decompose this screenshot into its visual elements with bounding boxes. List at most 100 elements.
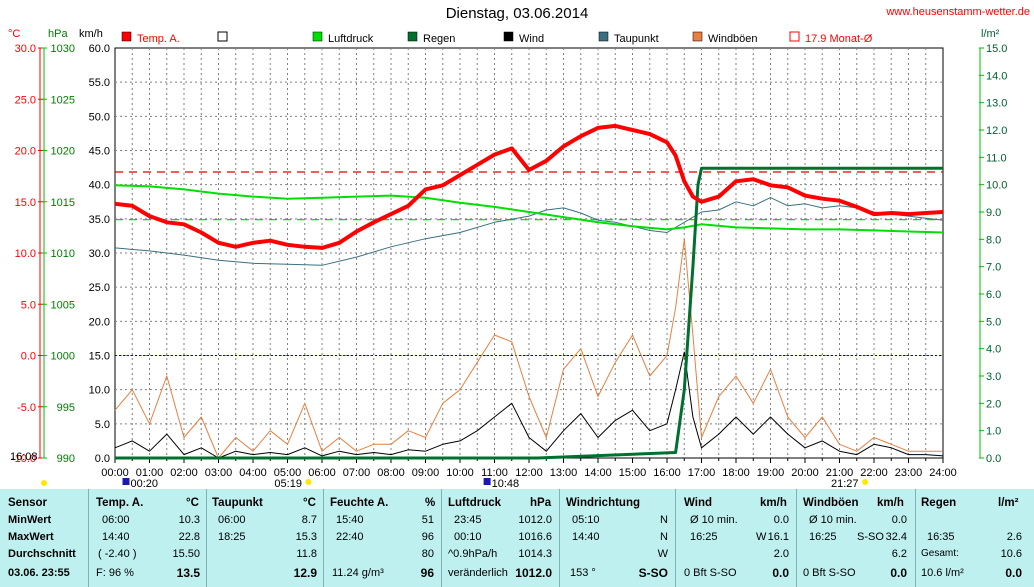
- temp-axis-unit: °C: [8, 28, 20, 40]
- rain-tick-label: 10.0: [986, 180, 1007, 192]
- wind-axis-unit: km/h: [79, 28, 103, 40]
- sensor-timestamp: 03.06. 23:55: [8, 567, 70, 579]
- pressure-axis-unit: hPa: [48, 28, 68, 40]
- gust-avg10-value: 0.0: [891, 514, 907, 526]
- series-luftdruck: [114, 184, 944, 234]
- moon-icon: [483, 478, 491, 485]
- legend-swatch: [789, 31, 800, 42]
- wind-tick-label: 20.0: [89, 316, 110, 328]
- rain-max-value: 2.6: [1006, 531, 1022, 543]
- x-tick-label: 17:00: [688, 467, 716, 479]
- temp-header: Temp. A.: [96, 497, 144, 509]
- series-temp-a-: [114, 123, 944, 250]
- start-time-label: 16:08: [10, 451, 38, 463]
- winddir-avg-value: W: [657, 548, 668, 560]
- x-tick-label: 23:00: [895, 467, 923, 479]
- gust-header: Windböen: [803, 497, 859, 509]
- weather-chart: 00:00 01:00 02:00 03:00 04:00 05:00 06:00 07:00…: [8, 28, 1007, 489]
- wind-tick-label: 55.0: [89, 77, 110, 89]
- pressure-tick-label: 1015: [51, 197, 75, 209]
- wind-tick-label: 45.0: [89, 146, 110, 158]
- chart-title: Dienstag, 03.06.2014: [445, 5, 589, 22]
- temp-tick-label: 25.0: [15, 94, 36, 106]
- gust-max-time: 16:25: [809, 531, 837, 543]
- x-tick-label: 22:00: [860, 467, 888, 479]
- dewpoint-max-value: 15.3: [295, 531, 317, 543]
- x-tick-label: 10:00: [446, 467, 474, 479]
- moon-icon: [122, 478, 130, 485]
- rain-tick-label: 13.0: [986, 98, 1007, 110]
- pressure-tick-label: 1005: [51, 299, 75, 311]
- rain-tick-label: 6.0: [986, 289, 1001, 301]
- pressure-current: 1012.0: [515, 566, 552, 580]
- winddir-max-time: 14:40: [572, 531, 600, 543]
- summary-panel: Sensor MinWert MaxWert Durchschnitt 03.0…: [0, 489, 1034, 587]
- humidity-unit: %: [425, 497, 436, 509]
- rain-tick-label: 0.0: [986, 453, 1001, 465]
- pressure-max-time: 00:10: [454, 531, 482, 543]
- rain-tick-label: 2.0: [986, 398, 1001, 410]
- legend-label: Luftdruck: [328, 33, 374, 45]
- row-label-avg: Durchschnitt: [8, 548, 76, 560]
- pressure-min-time: 23:45: [454, 514, 482, 526]
- legend-label: Temp. A.: [137, 33, 180, 45]
- x-tick-label: 03:00: [205, 467, 233, 479]
- wind-avg10-value: 0.0: [773, 514, 789, 526]
- rain-header: Regen: [921, 497, 957, 509]
- wind-tick-label: 30.0: [89, 248, 110, 260]
- site-link[interactable]: www.heusenstamm-wetter.de: [886, 6, 1030, 18]
- winddir-current: S-SO: [638, 566, 668, 580]
- gust-avg-value: 6.2: [891, 548, 907, 560]
- rain-unit: l/m²: [998, 497, 1019, 509]
- rain-total-label: Gesamt:: [921, 548, 959, 559]
- wind-tick-label: 5.0: [95, 419, 110, 431]
- gust-max-dir: S-SO: [857, 531, 884, 543]
- wind-tick-label: 35.0: [89, 214, 110, 226]
- pressure-tick-label: 1030: [51, 43, 75, 55]
- humidity-max-time: 22:40: [336, 531, 364, 543]
- pressure-header: Luftdruck: [448, 497, 502, 509]
- humidity-min-time: 15:40: [336, 514, 364, 526]
- pressure-tick-label: 1020: [51, 146, 75, 158]
- x-tick-label: 20:00: [791, 467, 819, 479]
- humidity-min-value: 51: [421, 514, 434, 526]
- pressure-tick-label: 995: [57, 402, 75, 414]
- temp-trend: ( -2.40 ): [98, 548, 137, 560]
- sun-icon: [41, 480, 47, 486]
- dewpoint-min-time: 06:00: [218, 514, 246, 526]
- x-tick-label: 21:00: [826, 467, 854, 479]
- wind-tick-label: 15.0: [89, 351, 110, 363]
- wind-tick-label: 50.0: [89, 111, 110, 123]
- x-tick-label: 24:00: [929, 467, 957, 479]
- rain-tick-label: 4.0: [986, 344, 1001, 356]
- dewpoint-current: 12.9: [293, 566, 317, 580]
- legend-label: 17.9 Monat-Ø: [805, 33, 873, 45]
- rain-total-value: 10.6: [1000, 548, 1022, 560]
- x-tick-label: 06:00: [308, 467, 336, 479]
- rain-axis-unit: l/m²: [981, 28, 1000, 40]
- temp-tick-label: -10.0: [11, 453, 36, 465]
- temp-tick-label: 15.0: [15, 197, 36, 209]
- temp-avg-value: 15.50: [172, 548, 200, 560]
- winddir-min-value: N: [660, 514, 668, 526]
- temp-unit: °C: [186, 497, 199, 509]
- wind-tick-label: 0.0: [95, 453, 110, 465]
- legend-swatch: [217, 31, 228, 42]
- sensor-header: Sensor: [8, 497, 47, 509]
- x-tick-label: 01:00: [136, 467, 164, 479]
- temp-tick-label: 5.0: [21, 299, 36, 311]
- x-tick-label: 02:00: [170, 467, 198, 479]
- x-tick-label: 15:00: [619, 467, 647, 479]
- pressure-tick-label: 1010: [51, 248, 75, 260]
- rain-tick-label: 5.0: [986, 316, 1001, 328]
- pressure-tick-label: 990: [57, 453, 75, 465]
- wind-current: 0.0: [772, 566, 789, 580]
- sun-icon: [305, 479, 312, 485]
- legend-swatch: [312, 31, 323, 42]
- wind-unit: km/h: [760, 497, 787, 509]
- x-tick-label: 12:00: [515, 467, 543, 479]
- gust-current: 0.0: [890, 566, 907, 580]
- dewpoint-avg-value: 11.8: [296, 548, 317, 560]
- rain-tick-label: 7.0: [986, 262, 1001, 274]
- dewpoint-header: Taupunkt: [212, 497, 263, 509]
